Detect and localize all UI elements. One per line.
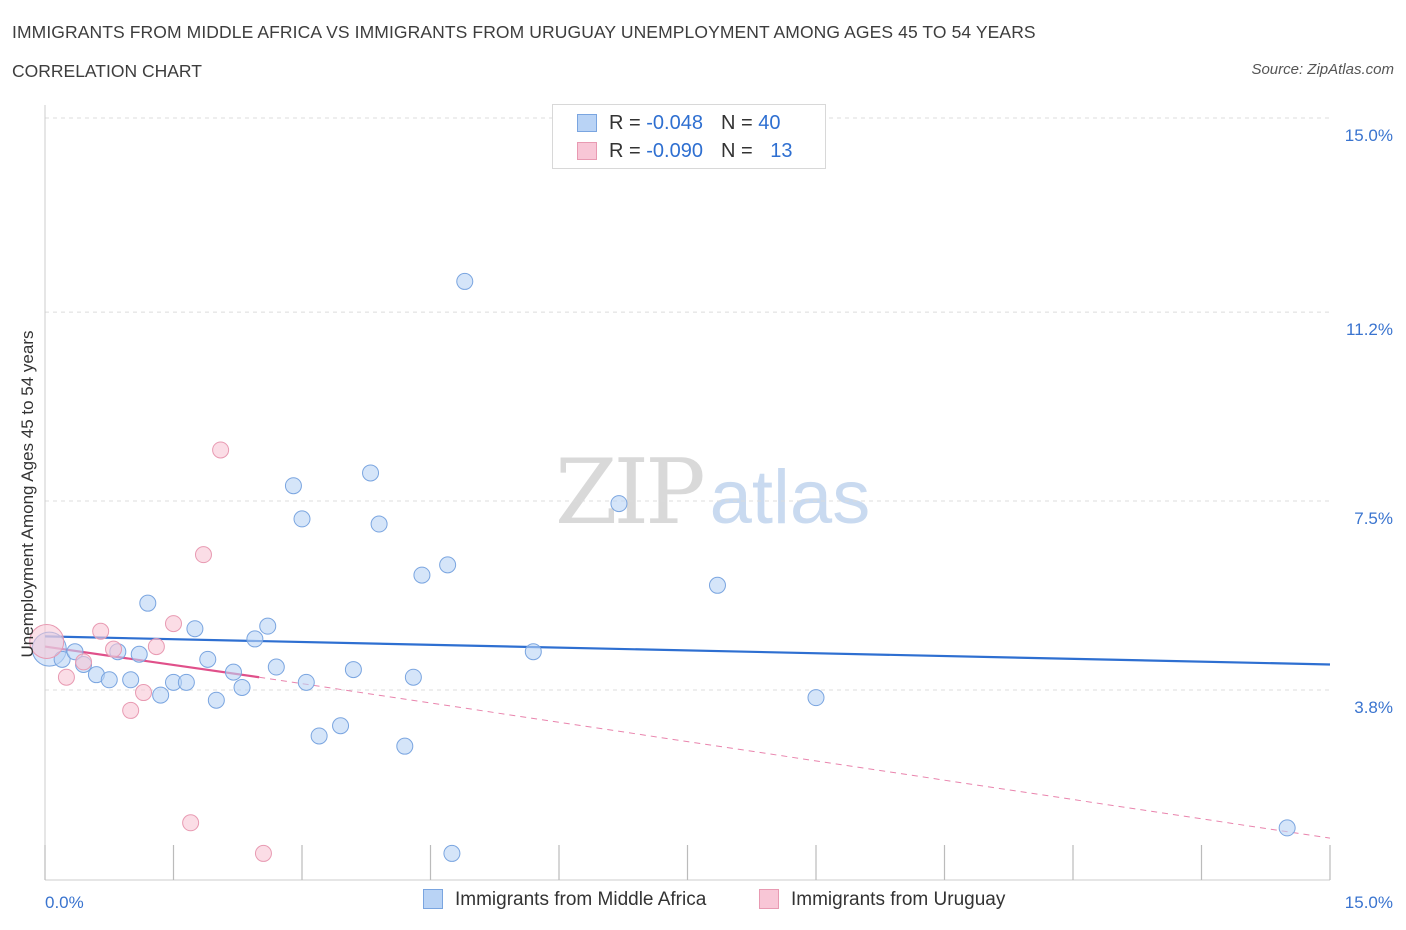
legend-item-uruguay[interactable]: Immigrants from Uruguay xyxy=(759,889,1005,911)
n-value: 13 xyxy=(770,140,793,162)
stats-legend: R = -0.048 N = 40 R = -0.090 N = 13 xyxy=(552,104,826,169)
uruguay-trendline-extrapolated xyxy=(259,676,1331,839)
middle-africa-point xyxy=(293,510,311,528)
points-layer xyxy=(29,272,1296,862)
uruguay-point xyxy=(105,640,123,658)
r-label: R = xyxy=(609,112,647,134)
n-label: N = xyxy=(720,140,759,162)
watermark-zip: ZIP xyxy=(555,440,706,545)
middle-africa-point xyxy=(267,658,285,676)
middle-africa-point xyxy=(139,594,157,612)
middle-africa-trendline xyxy=(44,635,1331,666)
stats-legend-row-pink: R = -0.090 N = 13 xyxy=(577,140,792,166)
middle-africa-point xyxy=(259,617,277,635)
y-axis-label: Unemployment Among Ages 45 to 54 years xyxy=(18,330,37,658)
uruguay-point xyxy=(92,622,110,640)
middle-africa-point xyxy=(1278,819,1296,837)
source-label: Source: ZipAtlas.com xyxy=(1251,61,1394,78)
r-label: R = xyxy=(609,140,647,162)
middle-africa-point xyxy=(708,576,726,594)
legend-item-middle-africa[interactable]: Immigrants from Middle Africa xyxy=(423,889,706,911)
n-value: 40 xyxy=(758,112,781,134)
legend-label: Immigrants from Middle Africa xyxy=(455,889,707,910)
middle-africa-point xyxy=(122,671,140,689)
n-label: N = xyxy=(720,112,759,134)
middle-africa-point xyxy=(310,727,328,745)
middle-africa-point xyxy=(404,668,422,686)
uruguay-point xyxy=(135,684,153,702)
middle-africa-point xyxy=(456,272,474,290)
pink-swatch xyxy=(759,889,779,909)
uruguay-point xyxy=(29,623,65,659)
middle-africa-point xyxy=(186,620,204,638)
uruguay-point xyxy=(194,546,212,564)
middle-africa-point xyxy=(439,556,457,574)
middle-africa-point xyxy=(396,737,414,755)
middle-africa-point xyxy=(610,495,628,513)
middle-africa-point xyxy=(443,844,461,862)
pink-swatch xyxy=(577,142,597,160)
middle-africa-point xyxy=(100,671,118,689)
middle-africa-point xyxy=(224,663,242,681)
uruguay-point xyxy=(165,615,182,633)
blue-swatch xyxy=(577,114,597,132)
r-value: -0.048 xyxy=(646,112,703,134)
uruguay-point xyxy=(147,638,165,656)
middle-africa-point xyxy=(246,630,264,648)
uruguay-point xyxy=(212,441,230,459)
watermark-atlas: atlas xyxy=(709,455,871,540)
axis-layer xyxy=(44,105,1331,881)
middle-africa-point xyxy=(130,645,148,663)
chart-title: IMMIGRANTS FROM MIDDLE AFRICA VS IMMIGRA… xyxy=(12,22,1036,42)
y-tick-label: 3.8% xyxy=(1354,698,1393,717)
uruguay-point xyxy=(75,653,93,671)
middle-africa-point xyxy=(344,661,362,679)
middle-africa-point xyxy=(284,477,302,495)
y-tick-label: 7.5% xyxy=(1354,509,1393,528)
middle-africa-point xyxy=(53,650,71,668)
middle-africa-point xyxy=(524,643,542,661)
middle-africa-point xyxy=(233,678,251,696)
x-tick-label: 15.0% xyxy=(1345,893,1393,912)
legend-label: Immigrants from Uruguay xyxy=(791,889,1006,910)
uruguay-point xyxy=(182,814,200,832)
middle-africa-point xyxy=(177,673,195,691)
uruguay-point xyxy=(57,668,75,686)
middle-africa-point xyxy=(152,686,170,704)
middle-africa-point xyxy=(207,691,225,709)
r-value: -0.090 xyxy=(646,140,703,162)
middle-africa-point xyxy=(807,689,825,707)
uruguay-point xyxy=(122,701,140,719)
chart-subtitle: CORRELATION CHART xyxy=(12,61,202,81)
blue-swatch xyxy=(423,889,443,909)
y-tick-label: 15.0% xyxy=(1345,126,1393,145)
middle-africa-point xyxy=(199,650,217,668)
grid-layer xyxy=(45,117,1330,691)
middle-africa-point xyxy=(332,717,350,735)
tick-label-layer: 15.0% 11.2% 7.5% 3.8% 0.0% 15.0% xyxy=(45,126,1393,912)
y-tick-label: 11.2% xyxy=(1346,320,1393,339)
middle-africa-point xyxy=(370,515,388,533)
x-tick-label: 0.0% xyxy=(45,893,84,912)
series-legend: Immigrants from Middle Africa Immigrants… xyxy=(0,889,1406,917)
middle-africa-point xyxy=(362,464,380,482)
middle-africa-point xyxy=(413,566,431,584)
middle-africa-point xyxy=(297,673,315,691)
uruguay-point xyxy=(254,844,272,862)
watermark: ZIP atlas xyxy=(555,440,870,545)
stats-legend-row-blue: R = -0.048 N = 40 xyxy=(577,112,780,138)
